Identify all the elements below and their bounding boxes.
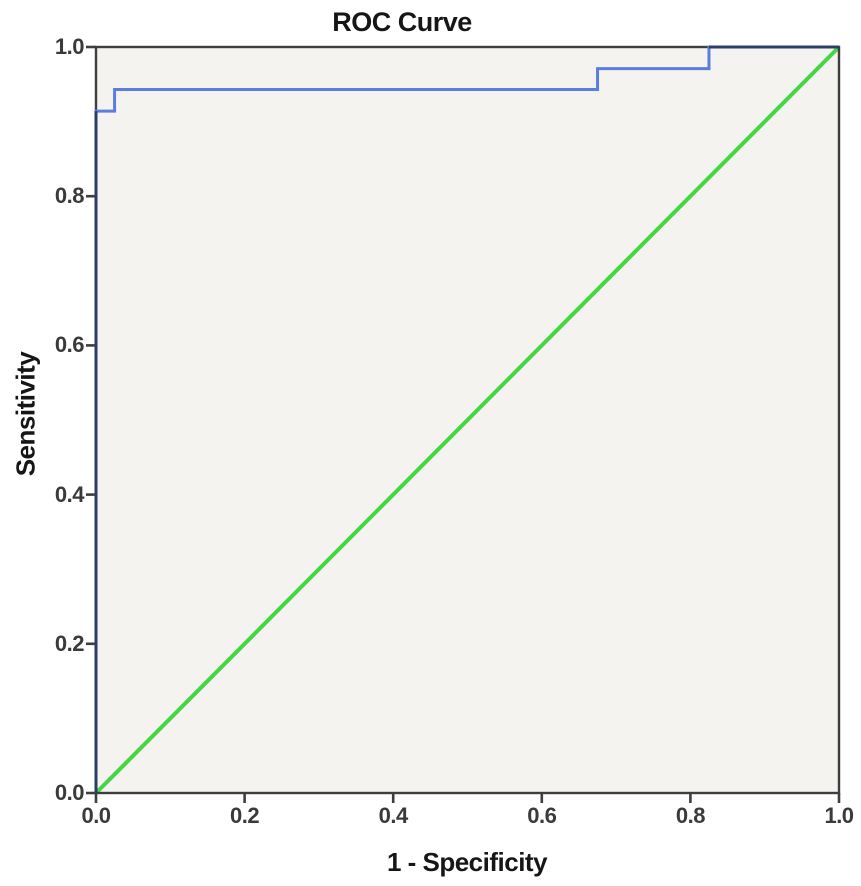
x-tick-label: 0.0 — [81, 803, 111, 828]
y-tick-label: 0.8 — [54, 183, 85, 209]
x-tick-label: 0.6 — [527, 803, 557, 828]
x-tick-label: 1.0 — [824, 803, 854, 828]
x-tick-label: 0.2 — [230, 803, 260, 828]
y-tick-label: 0.2 — [54, 630, 85, 656]
x-axis-label: 1 - Specificity — [386, 847, 548, 877]
roc-curve-line — [94, 45, 839, 793]
y-axis-label: Sensitivity — [10, 351, 41, 477]
y-tick-label: 0.0 — [54, 780, 85, 805]
chart-title: ROC Curve — [332, 7, 472, 37]
reference-diagonal-line — [94, 45, 841, 795]
x-tick-label: 0.4 — [378, 803, 409, 828]
y-tick-label: 0.6 — [54, 332, 85, 358]
x-tick-label: 0.8 — [675, 803, 706, 828]
y-tick-label: 1.0 — [54, 34, 85, 59]
y-tick-label: 0.4 — [54, 481, 85, 507]
